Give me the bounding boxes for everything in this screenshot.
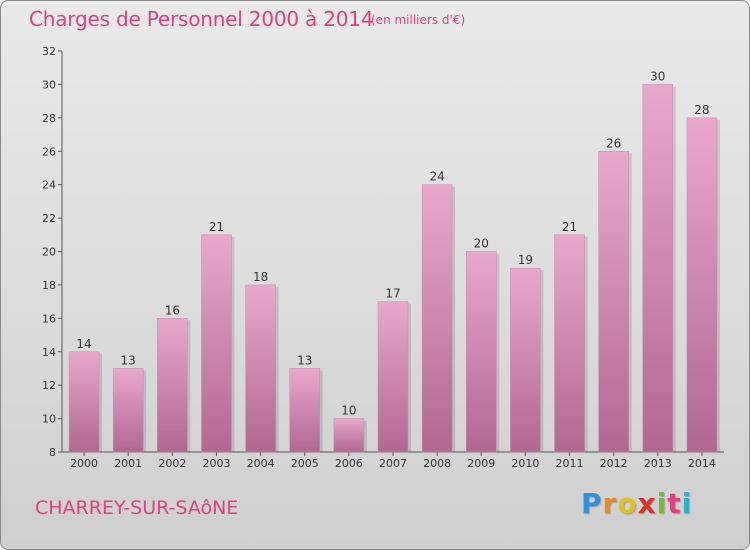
bar [421, 184, 453, 453]
city-name: CHARREY-SUR-SAôNE [35, 497, 239, 519]
logo-letter: t [667, 487, 682, 520]
bar-value-label: 21 [562, 220, 577, 234]
bar [245, 284, 276, 453]
x-tick-label: 2001 [114, 457, 142, 470]
y-tick-label: 22 [42, 212, 56, 225]
logo-letter: i [656, 487, 668, 520]
y-tick-label: 8 [49, 446, 56, 459]
x-tick-label: 2000 [70, 457, 98, 470]
chart-title: Charges de Personnel 2000 à 2014 [29, 7, 374, 31]
logo-letter: r [602, 487, 618, 520]
bar [157, 318, 188, 453]
bar [201, 234, 232, 453]
y-tick-label: 14 [42, 346, 56, 359]
bar [642, 84, 674, 453]
y-tick-label: 18 [42, 279, 56, 292]
x-tick-label: 2013 [644, 457, 672, 470]
bar-value-label: 24 [429, 170, 444, 184]
logo-letter: o [617, 487, 638, 520]
bar-value-label: 18 [253, 270, 268, 284]
bars [68, 84, 720, 453]
bar-value-label: 13 [121, 353, 136, 367]
bar [112, 368, 144, 453]
x-tick-label: 2007 [379, 457, 407, 470]
x-tick-label: 2002 [158, 457, 186, 470]
bar-value-label: 13 [297, 353, 312, 367]
bar [510, 267, 541, 453]
x-tick-label: 2012 [600, 457, 628, 470]
bar [686, 117, 718, 453]
axes: 8 10 12 14 16 18 20 22 24 26 28 30 32 2000 2001 2002 200… [42, 45, 724, 470]
proxiti-logo[interactable]: Proxiti [581, 487, 692, 520]
bar [333, 418, 365, 453]
x-tick-label: 2008 [423, 457, 451, 470]
x-tick-label: 2011 [556, 457, 584, 470]
logo-letter: x [637, 487, 657, 520]
y-tick-label: 16 [42, 312, 56, 325]
x-tick-label: 2010 [511, 457, 539, 470]
bar [68, 351, 100, 453]
y-tick-label: 26 [42, 145, 56, 158]
x-tick-label: 2005 [291, 457, 319, 470]
bar [554, 234, 585, 453]
y-tick-label: 20 [42, 246, 56, 259]
bar-value-label: 30 [650, 69, 665, 83]
chart-subtitle: (en milliers d'€) [371, 13, 466, 27]
logo-letter: i [681, 487, 693, 520]
y-tick-label: 30 [42, 78, 56, 91]
x-tick-label: 2014 [688, 457, 716, 470]
bar-value-label: 10 [341, 404, 356, 418]
bar-value-label: 20 [474, 237, 489, 251]
bar-value-label: 16 [165, 303, 180, 317]
bar-value-label: 26 [606, 136, 621, 150]
bar [377, 301, 409, 453]
y-tick-label: 24 [42, 179, 56, 192]
y-tick-label: 32 [42, 45, 56, 58]
logo-letter: P [581, 487, 603, 520]
bar-value-label: 28 [694, 103, 709, 117]
y-tick-label: 10 [42, 413, 56, 426]
y-tick-label: 12 [42, 379, 56, 392]
x-tick-label: 2006 [335, 457, 363, 470]
x-tick-label: 2003 [202, 457, 230, 470]
x-tick-label: 2009 [467, 457, 495, 470]
bar [289, 368, 320, 453]
bar [466, 251, 497, 453]
bar-value-label: 14 [76, 337, 91, 351]
y-tick-label: 28 [42, 112, 56, 125]
bar [598, 151, 629, 453]
bar-value-label: 21 [209, 220, 224, 234]
x-tick-label: 2004 [247, 457, 275, 470]
data-labels: 14 13 16 21 18 13 10 17 24 20 19 21 26 30 28 [76, 69, 709, 417]
bar-value-label: 19 [518, 253, 533, 267]
bar-value-label: 17 [385, 287, 400, 301]
